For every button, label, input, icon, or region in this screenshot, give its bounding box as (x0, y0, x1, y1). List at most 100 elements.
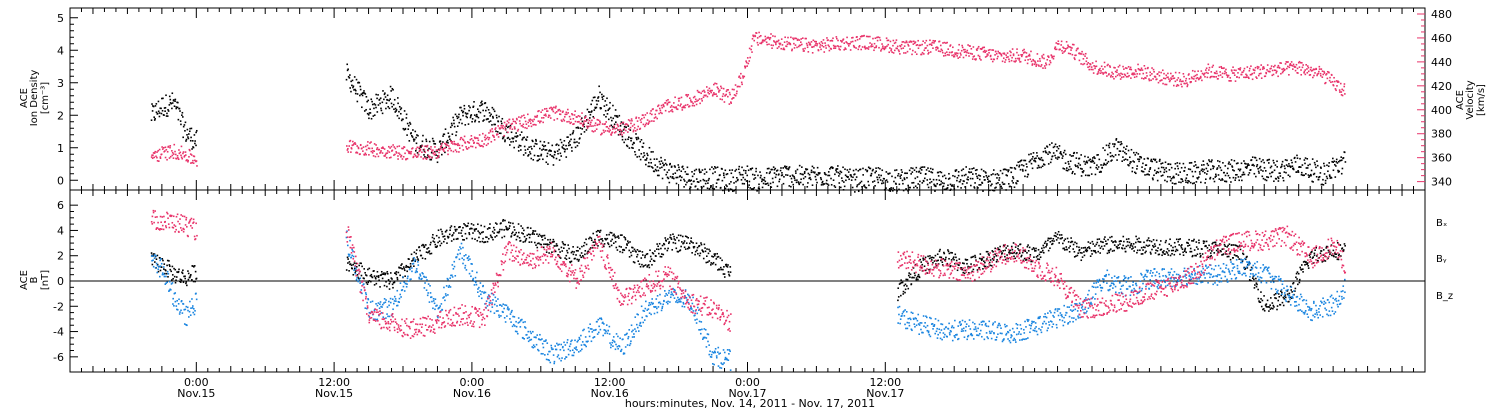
bx-point (373, 284, 376, 286)
density-point (922, 180, 925, 183)
density-point (1212, 177, 1215, 180)
velocity-point (707, 89, 709, 92)
density-point (623, 141, 625, 144)
density-point (650, 161, 653, 164)
velocity-point (410, 150, 413, 153)
bx-point (506, 227, 508, 229)
velocity-point (1279, 62, 1281, 64)
velocity-point (681, 106, 683, 109)
velocity-point (151, 157, 154, 160)
density-point (1252, 163, 1254, 166)
velocity-point (938, 40, 941, 43)
density-point (766, 182, 769, 185)
density-point (618, 130, 621, 133)
velocity-point (1126, 72, 1129, 75)
velocity-point (1134, 69, 1137, 71)
bx-point (159, 269, 162, 272)
velocity-point (165, 148, 168, 151)
density-point (826, 183, 829, 185)
density-point (1070, 155, 1073, 157)
density-point (154, 117, 156, 120)
velocity-point (1254, 66, 1257, 69)
density-point (453, 122, 455, 125)
density-point (462, 114, 464, 117)
density-point (1319, 172, 1322, 174)
bx-point (603, 245, 605, 248)
velocity-point (728, 103, 731, 105)
velocity-point (1054, 46, 1057, 48)
velocity-point (523, 114, 525, 117)
bx-point (163, 272, 166, 275)
velocity-point (791, 48, 793, 51)
velocity-point (579, 115, 581, 118)
velocity-point (1264, 75, 1267, 77)
velocity-point (512, 118, 514, 121)
velocity-point (659, 111, 662, 114)
velocity-point (1208, 66, 1211, 69)
density-point (182, 116, 184, 118)
velocity-point (1225, 68, 1227, 71)
velocity-point (1092, 68, 1094, 71)
density-point (166, 115, 169, 117)
density-point (524, 149, 527, 151)
bx-point (160, 266, 163, 268)
velocity-point (511, 122, 514, 125)
velocity-point (1057, 40, 1060, 43)
density-point (854, 178, 857, 181)
density-point (1333, 163, 1336, 166)
velocity-point (809, 42, 811, 45)
density-point (1152, 158, 1155, 161)
velocity-point (730, 101, 732, 103)
velocity-point (843, 42, 846, 44)
bx-point (401, 268, 404, 270)
density-point (1301, 164, 1304, 166)
velocity-point (547, 116, 550, 119)
velocity-point (1122, 65, 1124, 68)
density-point (735, 168, 738, 171)
velocity-point (1000, 54, 1003, 57)
density-point (1274, 164, 1277, 166)
density-point (495, 114, 498, 117)
density-point (1327, 165, 1330, 168)
density-point (834, 186, 837, 189)
velocity-point (800, 38, 802, 40)
density-point (851, 186, 854, 189)
density-point (1218, 160, 1221, 163)
density-point (702, 178, 705, 181)
velocity-point (819, 46, 821, 48)
velocity-point (1265, 71, 1267, 74)
bx-point (365, 274, 367, 276)
velocity-point (761, 41, 764, 43)
density-point (683, 180, 686, 182)
density-point (1295, 171, 1298, 173)
velocity-point (545, 107, 548, 110)
velocity-point (1152, 68, 1155, 71)
velocity-point (1037, 64, 1040, 66)
velocity-point (773, 41, 776, 43)
density-point (565, 144, 567, 147)
velocity-point (793, 42, 795, 45)
velocity-point (1081, 50, 1083, 53)
bx-point (512, 222, 514, 225)
bx-point (416, 256, 418, 258)
bx-point (392, 286, 394, 289)
density-point (501, 117, 504, 120)
density-point (1277, 177, 1280, 180)
density-point (159, 107, 162, 110)
density-point (794, 170, 797, 172)
density-point (712, 172, 714, 175)
density-point (655, 169, 658, 172)
velocity-point (560, 119, 563, 122)
velocity-point (1094, 65, 1097, 68)
density-point (805, 168, 808, 171)
velocity-point (875, 45, 878, 47)
density-point (913, 186, 915, 189)
bx-point (608, 233, 610, 236)
density-point (689, 187, 691, 190)
density-point (942, 185, 945, 188)
density-point (744, 172, 747, 174)
density-point (988, 175, 990, 178)
density-point (874, 184, 876, 187)
bx-point (493, 232, 495, 234)
density-point (373, 114, 376, 117)
